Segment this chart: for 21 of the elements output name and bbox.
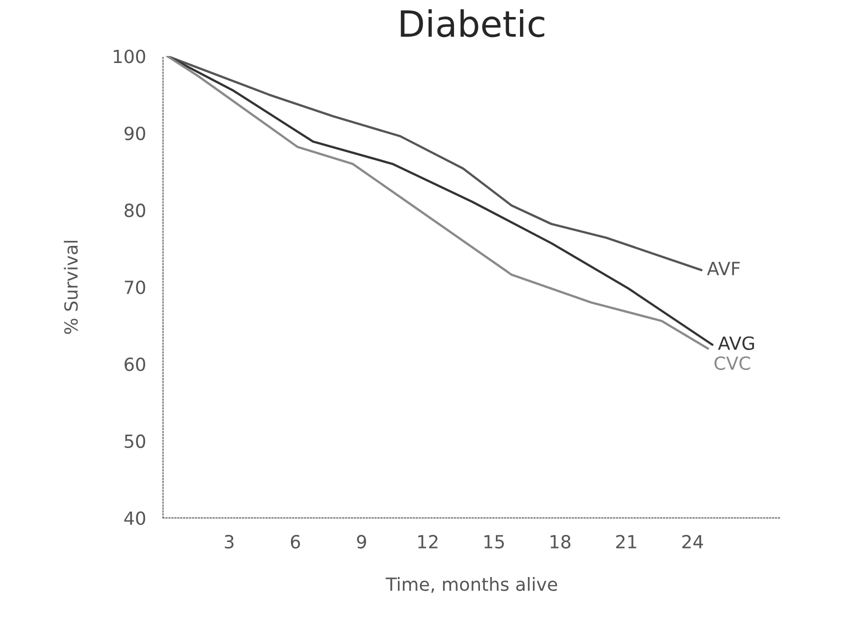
- chart-title: Diabetic: [400, 9, 544, 38]
- x-tick-label: 3: [224, 534, 234, 549]
- x-tick-label: 15: [484, 535, 504, 549]
- x-axis-title: Time, months alive: [386, 577, 558, 593]
- x-tick-label: 9: [356, 534, 366, 549]
- x-tick-label: 21: [616, 534, 636, 548]
- y-tick-label: 50: [124, 434, 146, 448]
- y-tick-label: 70: [124, 280, 146, 294]
- x-tick-label: 24: [682, 534, 704, 548]
- x-tick-label: 18: [550, 534, 570, 549]
- y-tick-label: 100: [114, 50, 146, 64]
- y-tick-label: 40: [124, 511, 146, 526]
- y-tick-label: 80: [124, 204, 146, 218]
- series-label: AVF: [707, 262, 740, 276]
- x-tick-label: 6: [290, 534, 300, 549]
- y-tick-label: 60: [124, 357, 146, 372]
- y-axis-title: % Survival: [64, 240, 78, 334]
- series-label: AVG: [718, 336, 754, 350]
- series-label: CVC: [714, 356, 750, 370]
- x-tick-label: 12: [418, 534, 438, 548]
- y-tick-label: 90: [124, 126, 146, 140]
